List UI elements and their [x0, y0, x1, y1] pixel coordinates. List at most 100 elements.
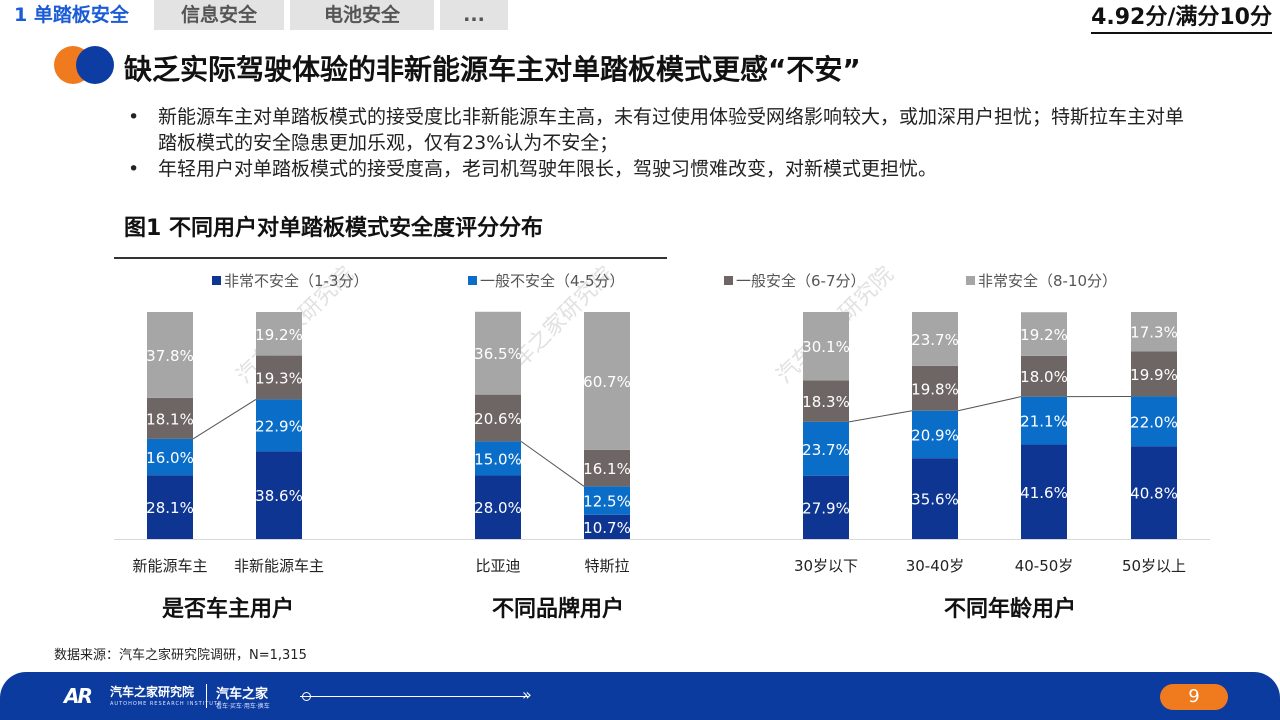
legend-swatch — [212, 276, 221, 285]
bar-segment — [912, 312, 958, 366]
data-label: 19.9% — [1130, 366, 1178, 384]
autohome-logo-text: 汽车之家 — [216, 687, 269, 702]
bullet-item: 新能源车主对单踏板模式的接受度比非新能源车主高，未有过使用体验受网络影响较大，或… — [124, 104, 1194, 156]
double-chevron-right-icon: » — [522, 685, 532, 704]
bar-segment — [1021, 444, 1067, 539]
category-label: 50岁以上 — [1122, 557, 1186, 575]
decorative-line — [300, 696, 528, 697]
logo-cn-text: 汽车之家研究院 — [110, 685, 195, 699]
logo-en-text: AUTOHOME RESEARCH INSTITUTE — [110, 701, 223, 707]
data-label: 37.8% — [146, 347, 194, 365]
figure-title: 图1 不同用户对单踏板模式安全度评分分布 — [124, 216, 543, 241]
data-label: 30.1% — [802, 338, 850, 356]
bar-segment — [147, 397, 193, 439]
bar-segment — [803, 421, 849, 476]
data-source: 数据来源：汽车之家研究院调研，N=1,315 — [54, 648, 307, 663]
legend-swatch — [724, 276, 733, 285]
bar-segment — [256, 355, 302, 400]
title-circles-icon — [54, 44, 116, 86]
data-label: 17.3% — [1130, 324, 1178, 342]
autohome-slogan: 看车·买车·用车·换车 — [216, 703, 270, 710]
legend-label: 非常不安全（1-3分） — [224, 272, 369, 290]
connector-line — [848, 410, 913, 423]
bar-segment — [584, 312, 630, 450]
category-label: 30-40岁 — [906, 557, 965, 575]
group-label: 是否车主用户 — [162, 596, 294, 622]
data-label: 19.2% — [1020, 326, 1068, 344]
legend-label: 一般不安全（4-5分） — [480, 272, 625, 290]
legend-label: 一般安全（6-7分） — [736, 272, 866, 290]
footer-bar: AR 汽车之家研究院 AUTOHOME RESEARCH INSTITUTE 汽… — [0, 672, 1280, 720]
data-label: 23.7% — [802, 441, 850, 459]
bar-segment — [912, 365, 958, 411]
data-label: 21.1% — [1020, 413, 1068, 431]
category-label: 40-50岁 — [1015, 557, 1074, 575]
bar-segment — [1131, 312, 1177, 352]
legend-swatch — [966, 276, 975, 285]
connector-line — [520, 440, 585, 487]
data-label: 20.9% — [911, 426, 959, 444]
bar-segment — [1021, 396, 1067, 445]
bar-segment — [584, 449, 630, 487]
data-label: 40.8% — [1130, 485, 1178, 503]
bar-segment — [1131, 351, 1177, 397]
tab-battery-safety[interactable]: 电池安全 — [290, 0, 434, 30]
bar-segment — [147, 475, 193, 539]
bar-segment — [1131, 396, 1177, 447]
category-label: 非新能源车主 — [234, 557, 324, 575]
group-label: 不同品牌用户 — [492, 596, 624, 622]
bar-segment — [475, 441, 521, 476]
tab-info-safety[interactable]: 信息安全 — [154, 0, 284, 30]
tab-pedal-safety[interactable]: 1 单踏板安全 — [0, 0, 148, 30]
bullet-list: 新能源车主对单踏板模式的接受度比非新能源车主高，未有过使用体验受网络影响较大，或… — [124, 104, 1194, 182]
bar-segment — [256, 312, 302, 356]
bullet-item: 年轻用户对单踏板模式的接受度高，老司机驾驶年限长，驾驶习惯难改变，对新模式更担忧… — [124, 156, 1194, 182]
autohome-research-logo: AR — [64, 684, 93, 708]
data-label: 28.1% — [146, 499, 194, 517]
category-label: 特斯拉 — [584, 557, 629, 575]
section-tabs: 1 单踏板安全 信息安全 电池安全 ... — [0, 0, 514, 30]
data-label: 18.0% — [1020, 368, 1068, 386]
connector-line — [957, 396, 1022, 412]
data-label: 16.1% — [583, 460, 631, 478]
category-label: 新能源车主 — [132, 557, 207, 575]
page-number: 9 — [1160, 684, 1228, 710]
data-label: 19.2% — [255, 326, 303, 344]
tab-more[interactable]: ... — [440, 0, 508, 30]
legend-swatch — [468, 276, 477, 285]
data-label: 20.6% — [474, 410, 522, 428]
connector-line — [192, 398, 257, 440]
bar-segment — [803, 475, 849, 539]
data-label: 19.3% — [255, 369, 303, 387]
bar-segment — [1131, 446, 1177, 539]
data-label: 41.6% — [1020, 484, 1068, 502]
bar-segment — [147, 438, 193, 476]
data-label: 35.6% — [911, 491, 959, 509]
data-label: 60.7% — [583, 373, 631, 391]
data-label: 18.1% — [146, 410, 194, 428]
group-label: 不同年龄用户 — [944, 596, 1076, 622]
data-label: 36.5% — [474, 345, 522, 363]
bar-segment — [912, 410, 958, 459]
data-label: 16.0% — [146, 449, 194, 467]
bar-segment — [475, 475, 521, 539]
stacked-bar-chart: 汽车之家研究院汽车之家研究院汽车之家研究院非常不安全（1-3分）一般不安全（4-… — [114, 262, 1210, 622]
figure-title-rule — [114, 257, 667, 259]
bar-segment — [803, 312, 849, 381]
data-label: 22.9% — [255, 417, 303, 435]
page-title: 缺乏实际驾驶体验的非新能源车主对单踏板模式更感“不安” — [124, 53, 861, 86]
legend-label: 非常安全（8-10分） — [978, 272, 1117, 290]
bar-segment — [912, 458, 958, 539]
category-label: 30岁以下 — [794, 557, 858, 575]
logo-separator — [206, 684, 207, 708]
data-label: 10.7% — [583, 519, 631, 537]
decorative-dot-icon — [302, 692, 311, 701]
bar-segment — [147, 312, 193, 398]
score-label: 4.92分/满分10分 — [1091, 4, 1272, 34]
bar-segment — [1021, 312, 1067, 356]
data-label: 22.0% — [1130, 413, 1178, 431]
bar-segment — [584, 486, 630, 515]
data-label: 23.7% — [911, 331, 959, 349]
bar-segment — [475, 311, 521, 395]
bar-segment — [584, 514, 630, 539]
